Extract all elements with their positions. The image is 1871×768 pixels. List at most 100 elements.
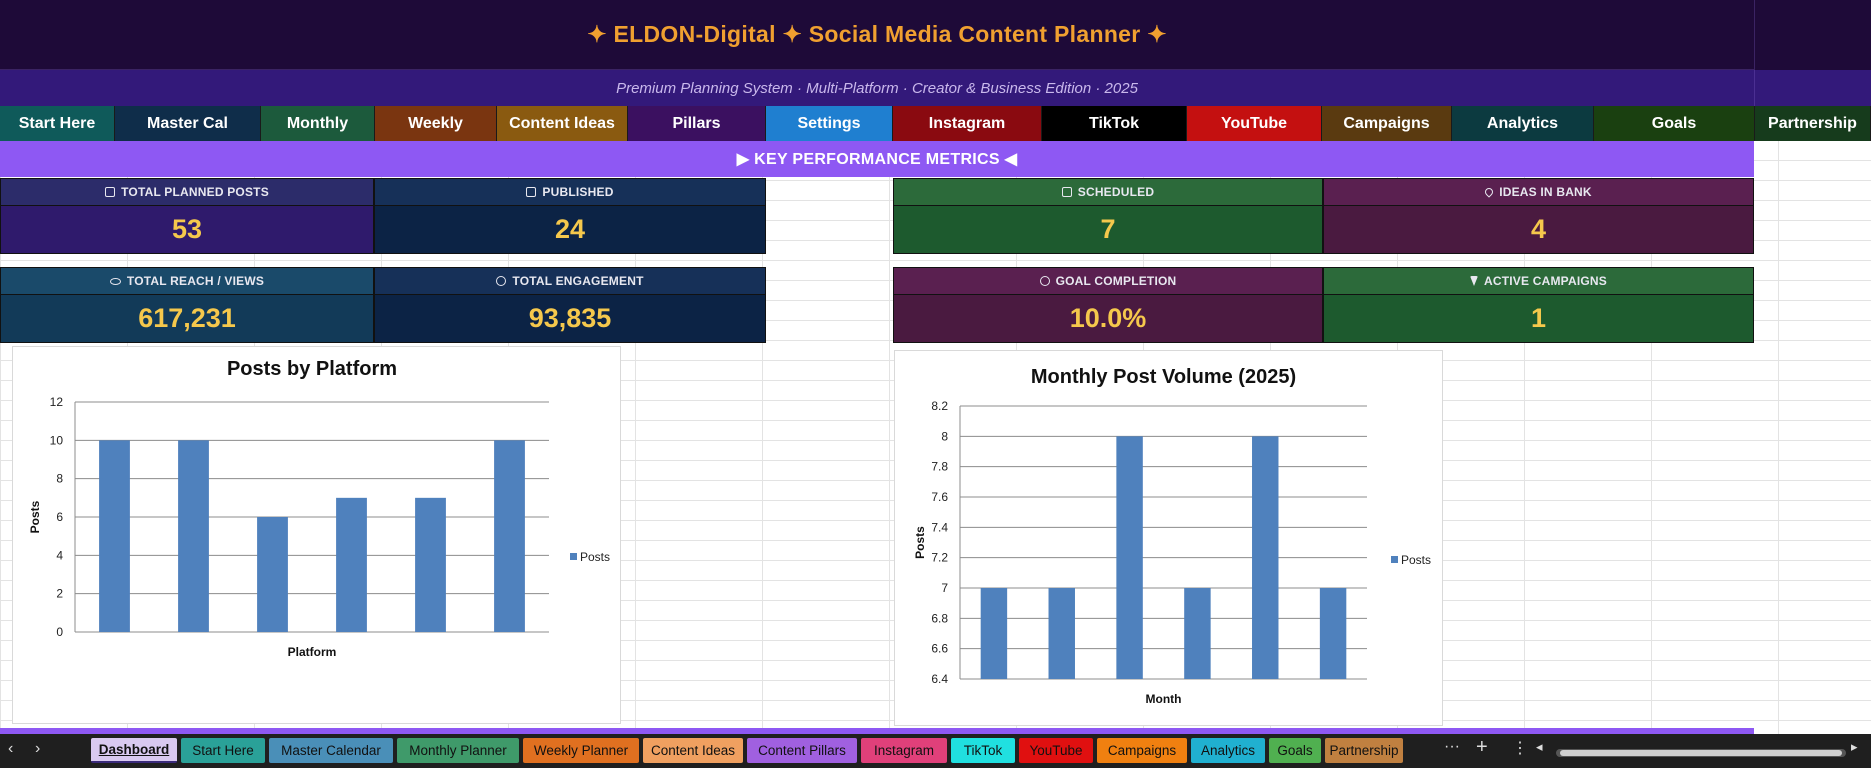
eye-icon [109,277,121,285]
kpi-label: TOTAL REACH / VIEWS [126,274,265,288]
y-tick-label: 7.4 [931,520,948,534]
kpi-card-active-campaigns: ACTIVE CAMPAIGNS 1 [1323,267,1754,343]
nav-bar: Start Here Master Cal Monthly Weekly Con… [0,106,1871,141]
subtitle-band-cell [1754,70,1871,106]
bar [1116,436,1143,679]
y-tick-label: 8.2 [931,399,948,413]
kpi-label: PUBLISHED [542,185,614,199]
chart-posts-by-platform-svg: Posts by Platform 0 2 4 6 8 10 12 Platform Posts P… [28,358,610,659]
nav-tab-settings[interactable]: Settings [766,106,893,141]
y-tick-label: 7 [941,581,948,595]
pin-icon [1483,186,1495,198]
kpi-card-total-engagement: TOTAL ENGAGEMENT 93,835 [374,267,766,343]
kpi-label: TOTAL ENGAGEMENT [512,274,644,288]
y-tick-label: 6.8 [931,611,948,625]
nav-tab-analytics[interactable]: Analytics [1452,106,1594,141]
y-tick-label: 7.8 [931,460,948,474]
scrollbar-thumb[interactable] [1560,750,1842,756]
chart-title: Posts by Platform [227,358,397,380]
nav-tab-start-here[interactable]: Start Here [0,106,115,141]
chat-icon [496,276,507,286]
bar [1048,588,1075,679]
chart-title: Monthly Post Volume (2025) [1031,366,1296,388]
scroll-left-button[interactable]: ◂ [1536,739,1543,754]
bar [1252,436,1279,679]
sheet-tab-content-pillars[interactable]: Content Pillars [747,738,857,763]
kpi-value: 7 [893,205,1323,254]
bar [415,497,446,632]
sheet-tab-master-calendar[interactable]: Master Calendar [269,738,393,763]
y-axis-label: Posts [28,500,42,533]
sheet-tab-campaigns[interactable]: Campaigns [1097,738,1187,763]
kpi-label: SCHEDULED [1077,185,1155,199]
kpi-card-goal-completion: GOAL COMPLETION 10.0% [893,267,1323,343]
check-icon [526,187,537,197]
nav-tab-tiktok[interactable]: TikTok [1042,106,1187,141]
sheet-prev-button[interactable]: ‹ [8,740,14,757]
y-tick-label: 12 [50,395,64,409]
legend-swatch [1391,556,1398,563]
sheet-tab-dashboard[interactable]: Dashboard [91,738,177,763]
legend-label: Posts [580,550,610,564]
sheet-tab-youtube[interactable]: YouTube [1019,738,1093,763]
sheet-tab-instagram[interactable]: Instagram [861,738,947,763]
sheet-tab-goals[interactable]: Goals [1269,738,1321,763]
nav-tab-monthly[interactable]: Monthly [261,106,375,141]
bar [257,517,288,632]
kpi-value: 24 [374,205,766,254]
scroll-right-button[interactable]: ▸ [1851,739,1858,754]
x-axis-label: Platform [288,645,337,659]
nav-tab-instagram[interactable]: Instagram [893,106,1042,141]
chart-monthly-post-volume[interactable]: Monthly Post Volume (2025) 6.4 6.6 6.8 7 7.2 7… [894,350,1443,726]
nav-tab-pillars[interactable]: Pillars [628,106,766,141]
page-title: ✦ ELDON-Digital ✦ Social Media Content P… [587,21,1167,47]
kpi-card-total-planned-posts: TOTAL PLANNED POSTS 53 [0,178,374,254]
sheet-options-button[interactable]: ⋮ [1512,740,1528,757]
nav-tab-goals[interactable]: Goals [1594,106,1755,141]
sheet-tab-tiktok[interactable]: TikTok [951,738,1015,763]
bar [1184,588,1211,679]
y-axis-label: Posts [913,526,927,559]
kpi-value: 10.0% [893,294,1323,343]
title-band-cell [1754,0,1871,70]
sheet-tab-start-here[interactable]: Start Here [181,738,265,763]
nav-tab-content-ideas[interactable]: Content Ideas [497,106,628,141]
sheet-next-button[interactable]: › [35,740,41,757]
kpi-card-scheduled: SCHEDULED 7 [893,178,1323,254]
bar [178,440,209,632]
bolt-icon [1470,276,1478,286]
subtitle-band: Premium Planning System · Multi-Platform… [0,70,1754,106]
nav-tab-partnership[interactable]: Partnership [1755,106,1871,141]
more-sheets-button[interactable]: ··· [1444,738,1460,755]
kpi-value: 53 [0,205,374,254]
kpi-value: 1 [1323,294,1754,343]
kpi-label: ACTIVE CAMPAIGNS [1484,274,1607,288]
sheet-tab-weekly-planner[interactable]: Weekly Planner [523,738,639,763]
nav-tab-campaigns[interactable]: Campaigns [1322,106,1452,141]
kpi-value: 4 [1323,205,1754,254]
sheet-tab-analytics[interactable]: Analytics [1191,738,1265,763]
bar [99,440,130,632]
nav-tab-master-cal[interactable]: Master Cal [115,106,261,141]
sheet-tab-content-ideas[interactable]: Content Ideas [643,738,743,763]
bar [494,440,525,632]
kpi-card-published: PUBLISHED 24 [374,178,766,254]
sheet-tab-partnership[interactable]: Partnership [1325,738,1403,763]
y-tick-label: 0 [56,625,63,639]
y-tick-label: 6.4 [931,672,948,686]
y-tick-label: 6 [56,510,63,524]
chart-posts-by-platform[interactable]: Posts by Platform 0 2 4 6 8 10 12 Platform Posts P… [12,346,621,724]
x-axis-label: Month [1146,692,1182,706]
kpi-card-total-reach: TOTAL REACH / VIEWS 617,231 [0,267,374,343]
clipboard-icon [105,187,116,197]
calendar-icon [1061,187,1072,197]
add-sheet-button[interactable]: + [1476,736,1488,758]
target-icon [1039,276,1050,286]
sheet-tab-monthly-planner[interactable]: Monthly Planner [397,738,519,763]
chart-monthly-post-volume-svg: Monthly Post Volume (2025) 6.4 6.6 6.8 7 7.2 7… [913,366,1431,706]
nav-tab-weekly[interactable]: Weekly [375,106,497,141]
bar [336,497,367,632]
nav-tab-youtube[interactable]: YouTube [1187,106,1322,141]
sheet-bar-accent [0,728,1754,734]
legend-swatch [570,553,577,560]
